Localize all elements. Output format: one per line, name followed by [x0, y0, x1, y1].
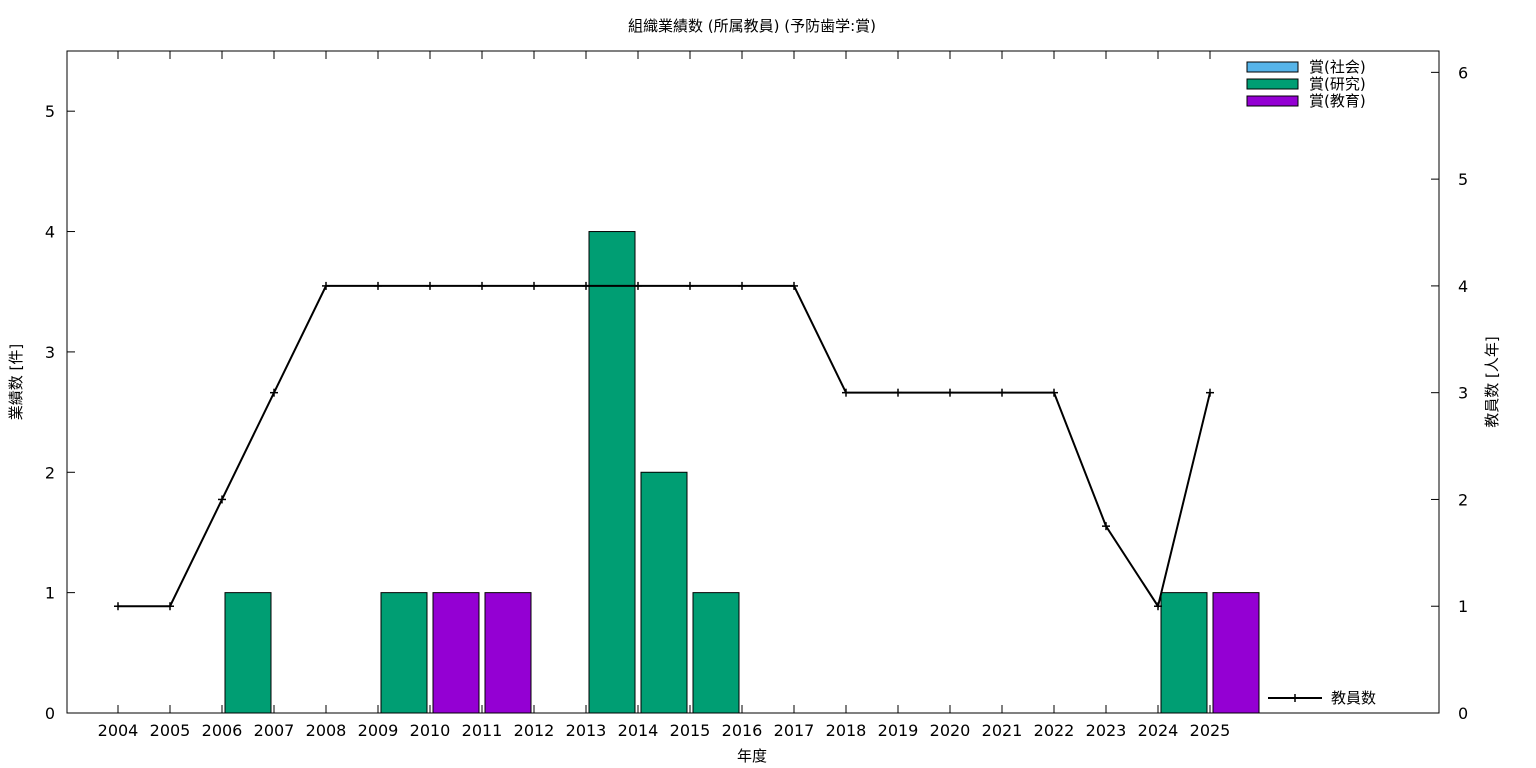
legend-label: 教員数: [1331, 689, 1376, 707]
y2-tick-label: 0: [1458, 704, 1468, 723]
legend-label: 賞(研究): [1309, 75, 1366, 93]
line-point: [114, 602, 122, 611]
x-axis-label: 年度: [737, 747, 767, 765]
x-tick-label: 2010: [410, 721, 451, 740]
y2-tick-label: 5: [1458, 170, 1468, 189]
line-point: [218, 495, 226, 504]
x-tick-label: 2011: [462, 721, 503, 740]
y-tick-label: 1: [45, 584, 55, 603]
chart-title: 組織業績数 (所属教員) (予防歯学:賞): [628, 17, 876, 35]
x-axis: 2004 2005 2006 2007 2008 2009 2010 2011 2012 2013…: [98, 51, 1231, 740]
x-tick-label: 2023: [1086, 721, 1127, 740]
x-tick-label: 2025: [1190, 721, 1231, 740]
y2-tick-label: 1: [1458, 597, 1468, 616]
y-axis-label: 業績数 [件]: [7, 344, 25, 420]
line-point: [946, 388, 954, 397]
x-tick-label: 2024: [1138, 721, 1179, 740]
bar-賞(教育)-2010: [432, 592, 480, 714]
x-tick-label: 2005: [150, 721, 191, 740]
bars-layer: [224, 231, 1260, 714]
x-tick-label: 2015: [670, 721, 711, 740]
line-point: [530, 281, 538, 290]
line-point: [166, 602, 174, 611]
legend-swatch: [1246, 78, 1299, 90]
bar-賞(研究)-2015: [692, 592, 740, 714]
x-tick-label: 2016: [722, 721, 763, 740]
y2-axis: 0 1 2 3 4 5 6: [1431, 63, 1468, 723]
y-tick-label: 2: [45, 463, 55, 482]
bar-賞(教育)-2025: [1212, 592, 1260, 714]
line-point: [686, 281, 694, 290]
bar-賞(研究)-2014: [640, 471, 688, 714]
y2-axis-label: 教員数 [人年]: [1483, 336, 1501, 427]
y2-tick-label: 4: [1458, 277, 1468, 296]
x-tick-label: 2009: [358, 721, 399, 740]
line-point: [1050, 388, 1058, 397]
legend-swatch: [1246, 95, 1299, 107]
y-tick-label: 0: [45, 704, 55, 723]
line-point: [478, 281, 486, 290]
x-tick-label: 2021: [982, 721, 1023, 740]
line-point: [1102, 522, 1110, 531]
y-tick-label: 4: [45, 223, 55, 242]
y-tick-label: 5: [45, 102, 55, 121]
x-tick-label: 2018: [826, 721, 867, 740]
line-point: [738, 281, 746, 290]
line-layer: [114, 281, 1214, 611]
legend-swatch: [1246, 61, 1299, 73]
line-point: [582, 281, 590, 290]
bar-賞(研究)-2009: [380, 592, 428, 714]
legend-label: 賞(教育): [1309, 92, 1366, 110]
legend: 賞(社会)賞(研究)賞(教育) 教員数: [1246, 58, 1376, 707]
legend-label: 賞(社会): [1309, 58, 1366, 76]
x-tick-label: 2019: [878, 721, 919, 740]
line-point: [1206, 388, 1214, 397]
line-point: [790, 281, 798, 290]
x-tick-label: 2020: [930, 721, 971, 740]
x-tick-label: 2004: [98, 721, 139, 740]
x-tick-label: 2007: [254, 721, 295, 740]
x-tick-label: 2006: [202, 721, 243, 740]
line-series-教員数: [118, 284, 1211, 609]
line-point: [634, 281, 642, 290]
y2-tick-label: 2: [1458, 490, 1468, 509]
x-tick-label: 2008: [306, 721, 347, 740]
line-point: [842, 388, 850, 397]
line-point: [998, 388, 1006, 397]
x-tick-label: 2017: [774, 721, 815, 740]
bar-賞(研究)-2013: [588, 231, 636, 714]
x-tick-label: 2022: [1034, 721, 1075, 740]
bar-賞(研究)-2024: [1160, 592, 1208, 714]
bar-賞(教育)-2011: [484, 592, 532, 714]
x-tick-label: 2012: [514, 721, 555, 740]
y2-tick-label: 3: [1458, 384, 1468, 403]
line-point: [322, 281, 330, 290]
y-axis: 0 1 2 3 4 5: [45, 102, 75, 723]
line-point: [894, 388, 902, 397]
bar-賞(研究)-2006: [224, 592, 272, 714]
x-tick-label: 2014: [618, 721, 659, 740]
line-point: [374, 281, 382, 290]
x-tick-label: 2013: [566, 721, 607, 740]
line-point: [426, 281, 434, 290]
line-point: [270, 388, 278, 397]
plot-frame: [66, 50, 1440, 714]
line-point: [1154, 602, 1162, 611]
y-tick-label: 3: [45, 343, 55, 362]
y2-tick-label: 6: [1458, 63, 1468, 82]
